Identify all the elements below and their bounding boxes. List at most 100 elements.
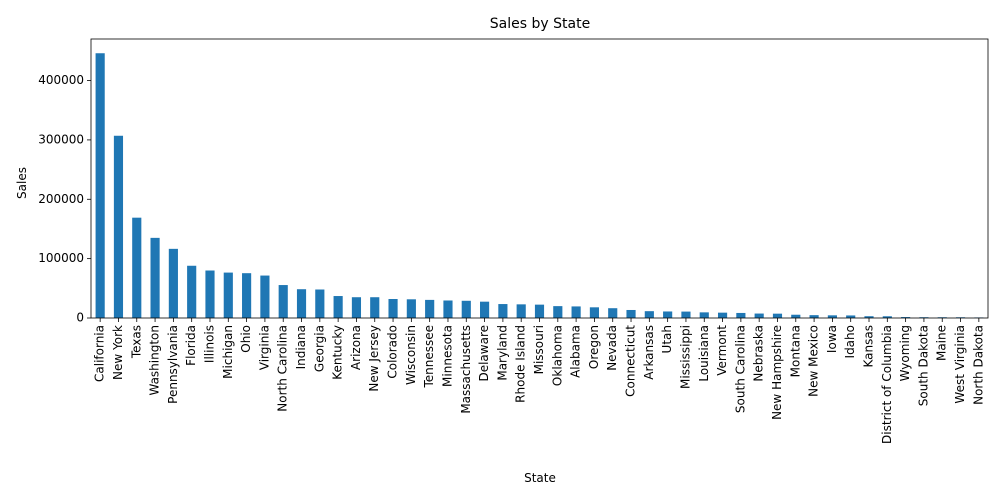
bar (754, 313, 764, 318)
bar (626, 309, 636, 318)
bar (260, 275, 270, 318)
bar (772, 313, 783, 318)
x-tick-label: Idaho (843, 325, 857, 358)
x-tick-label: North Carolina (276, 325, 290, 412)
bar (827, 315, 837, 318)
bar (278, 285, 288, 318)
bar (681, 311, 691, 318)
bars-group (95, 53, 984, 319)
y-tick-label: 0 (76, 311, 84, 325)
x-tick-label: Utah (660, 325, 674, 353)
bar (95, 53, 105, 319)
x-tick-label: Minnesota (440, 325, 454, 387)
x-tick-label: Mississippi (678, 325, 692, 389)
x-tick-label: Ohio (239, 325, 253, 353)
y-tick-label: 100000 (38, 251, 84, 265)
bar (425, 299, 435, 318)
x-tick-label: Florida (184, 325, 198, 366)
bar (388, 299, 398, 318)
bar (113, 135, 124, 318)
x-tick-label: Kansas (862, 325, 876, 367)
bar (791, 314, 801, 318)
bar (223, 272, 233, 318)
x-tick-label: Alabama (569, 325, 583, 378)
x-tick-label: Iowa (825, 325, 839, 353)
bar (242, 273, 252, 318)
x-tick-label: New York (111, 325, 125, 380)
y-tick-label: 200000 (38, 192, 84, 206)
bar (333, 296, 343, 318)
x-axis-title: State (524, 471, 556, 485)
bar (553, 306, 563, 318)
bar (534, 304, 545, 318)
x-tick-label: Wyoming (898, 325, 912, 381)
bar (736, 312, 746, 318)
chart-title: Sales by State (490, 16, 590, 32)
bar (480, 301, 490, 318)
bar (132, 217, 142, 318)
x-tick-label: Oregon (587, 325, 601, 369)
bar (150, 237, 160, 318)
bar (699, 312, 709, 318)
bar (901, 317, 911, 318)
bar (516, 304, 526, 318)
x-axis: California New York Texas Washington Pennsyl… (93, 318, 985, 444)
y-tick-label: 400000 (38, 73, 84, 87)
x-tick-label: Arizona (349, 325, 363, 370)
x-tick-label: Colorado (386, 325, 400, 379)
x-tick-label: Missouri (532, 325, 546, 374)
x-tick-label: District of Columbia (880, 325, 894, 444)
bar (644, 311, 654, 318)
bar (846, 315, 856, 318)
y-axis: 0 100000 200000 300000 400000 (38, 73, 91, 325)
x-tick-label: South Carolina (733, 325, 747, 413)
x-tick-label: West Virginia (953, 325, 967, 404)
x-tick-label: Kentucky (331, 325, 345, 380)
x-tick-label: Wisconsin (404, 325, 418, 385)
x-tick-label: Vermont (715, 325, 729, 376)
bar (370, 297, 380, 318)
x-tick-label: South Dakota (916, 325, 930, 406)
x-tick-label: Maryland (495, 325, 509, 381)
bar (864, 316, 874, 318)
x-tick-label: Texas (129, 325, 143, 359)
x-tick-label: Montana (788, 325, 802, 377)
x-tick-label: Maine (935, 325, 949, 361)
x-tick-label: Arkansas (642, 325, 656, 380)
x-tick-label: Tennessee (422, 325, 436, 389)
bar (296, 289, 307, 318)
x-tick-label: Illinois (202, 325, 216, 363)
x-tick-label: Delaware (477, 325, 491, 382)
bar (406, 299, 416, 318)
bar (351, 297, 362, 318)
bar (717, 312, 728, 318)
bar (187, 265, 197, 318)
bar (315, 289, 325, 318)
x-tick-label: Rhode Island (514, 325, 528, 403)
bar (589, 307, 599, 318)
y-axis-title: Sales (15, 167, 29, 199)
bar (882, 316, 892, 318)
x-tick-label: Louisiana (697, 325, 711, 382)
bar (608, 308, 618, 318)
x-tick-label: California (93, 325, 107, 382)
bar (443, 300, 453, 318)
bar (205, 270, 215, 318)
x-tick-label: Massachusetts (459, 325, 473, 414)
bar (571, 306, 581, 318)
x-tick-label: Michigan (221, 325, 235, 379)
bar (168, 248, 178, 318)
y-tick-label: 300000 (38, 132, 84, 146)
x-tick-label: New Mexico (807, 325, 821, 397)
x-tick-label: North Dakota (971, 325, 985, 405)
x-tick-label: Nevada (605, 325, 619, 371)
bar (663, 311, 673, 318)
x-tick-label: Pennsylvania (166, 325, 180, 404)
x-tick-label: Washington (148, 325, 162, 396)
x-tick-label: New Hampshire (770, 325, 784, 420)
x-tick-label: Nebraska (752, 325, 766, 382)
bar (498, 304, 508, 318)
x-tick-label: Virginia (257, 325, 271, 370)
